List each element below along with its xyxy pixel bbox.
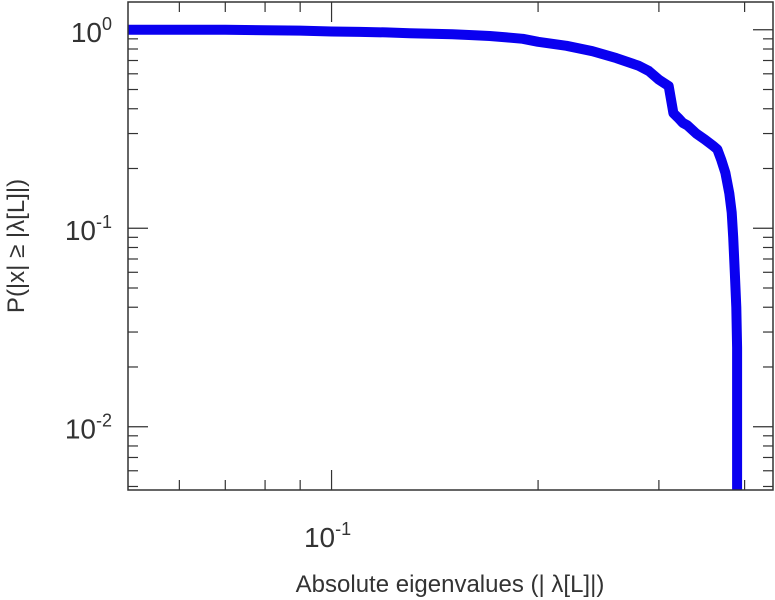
x-axis-title: Absolute eigenvalues (| λ[L]|): [296, 571, 605, 598]
series-layer: [128, 24, 743, 490]
tick-marks: [128, 2, 773, 490]
x-tick-label: 10-1: [304, 519, 351, 553]
series-line-0: [128, 24, 743, 490]
y-tick-label: 10-1: [65, 212, 112, 246]
plot-frame: [127, 1, 774, 491]
y-axis-title: P(|x| ≥ |λ[L]|): [3, 179, 30, 313]
y-tick-label: 100: [71, 14, 112, 48]
tick-labels: 10-1 100 10-1 10-2: [65, 14, 351, 553]
y-tick-label: 10-2: [65, 411, 112, 445]
